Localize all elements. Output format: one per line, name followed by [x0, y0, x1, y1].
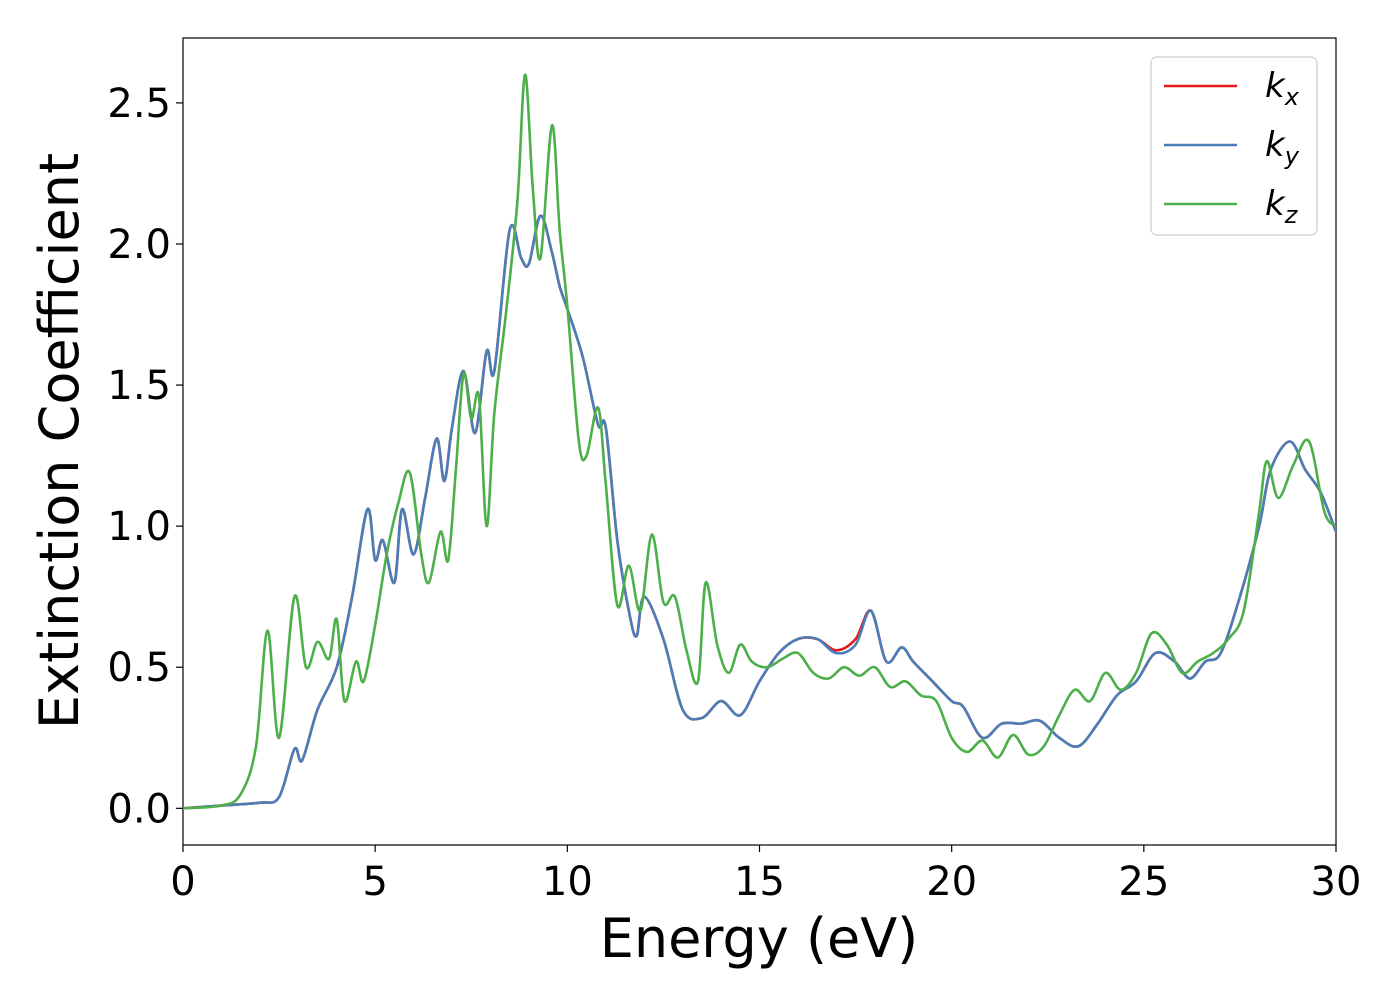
legend-label-subscript: z: [1284, 201, 1299, 229]
legend-label-x: kx: [1265, 66, 1300, 111]
x-tick-label: 30: [1311, 859, 1362, 905]
legend-label-base: k: [1265, 66, 1286, 106]
legend-label-base: k: [1265, 184, 1286, 224]
x-tick-label: 15: [734, 859, 785, 905]
series-line-z: [183, 73, 1336, 810]
x-tick-label: 0: [170, 859, 195, 905]
plot-area: [182, 37, 1337, 846]
legend-label-subscript: y: [1284, 142, 1300, 170]
y-tick-label: 2.0: [107, 222, 171, 268]
y-tick-label: 0.5: [107, 645, 171, 691]
x-tick-label: 25: [1118, 859, 1169, 905]
x-tick-label: 5: [362, 859, 387, 905]
x-tick-label: 20: [926, 859, 977, 905]
y-tick-label: 1.5: [107, 363, 171, 409]
y-tick-label: 0.0: [107, 786, 171, 832]
series-line-y: [183, 214, 1336, 810]
y-tick-label: 2.5: [107, 81, 171, 127]
legend-label-base: k: [1265, 125, 1286, 165]
y-axis-ticks: 0.0 0.5 1.0 1.5 2.0 2.5: [107, 81, 183, 832]
y-tick-label: 1.0: [107, 504, 171, 550]
x-axis-ticks: 0 5 10 15 20 25 30: [170, 845, 1361, 905]
x-axis-title: Energy (eV): [600, 907, 919, 970]
axes-frame: [182, 37, 1337, 846]
y-axis-title: Extinction Coefficient: [28, 153, 91, 729]
legend-label-subscript: x: [1284, 83, 1300, 111]
legend-label-y: ky: [1265, 125, 1300, 170]
series-layer: [183, 73, 1336, 810]
x-tick-label: 10: [542, 859, 593, 905]
legend-label-z: kz: [1265, 184, 1299, 229]
